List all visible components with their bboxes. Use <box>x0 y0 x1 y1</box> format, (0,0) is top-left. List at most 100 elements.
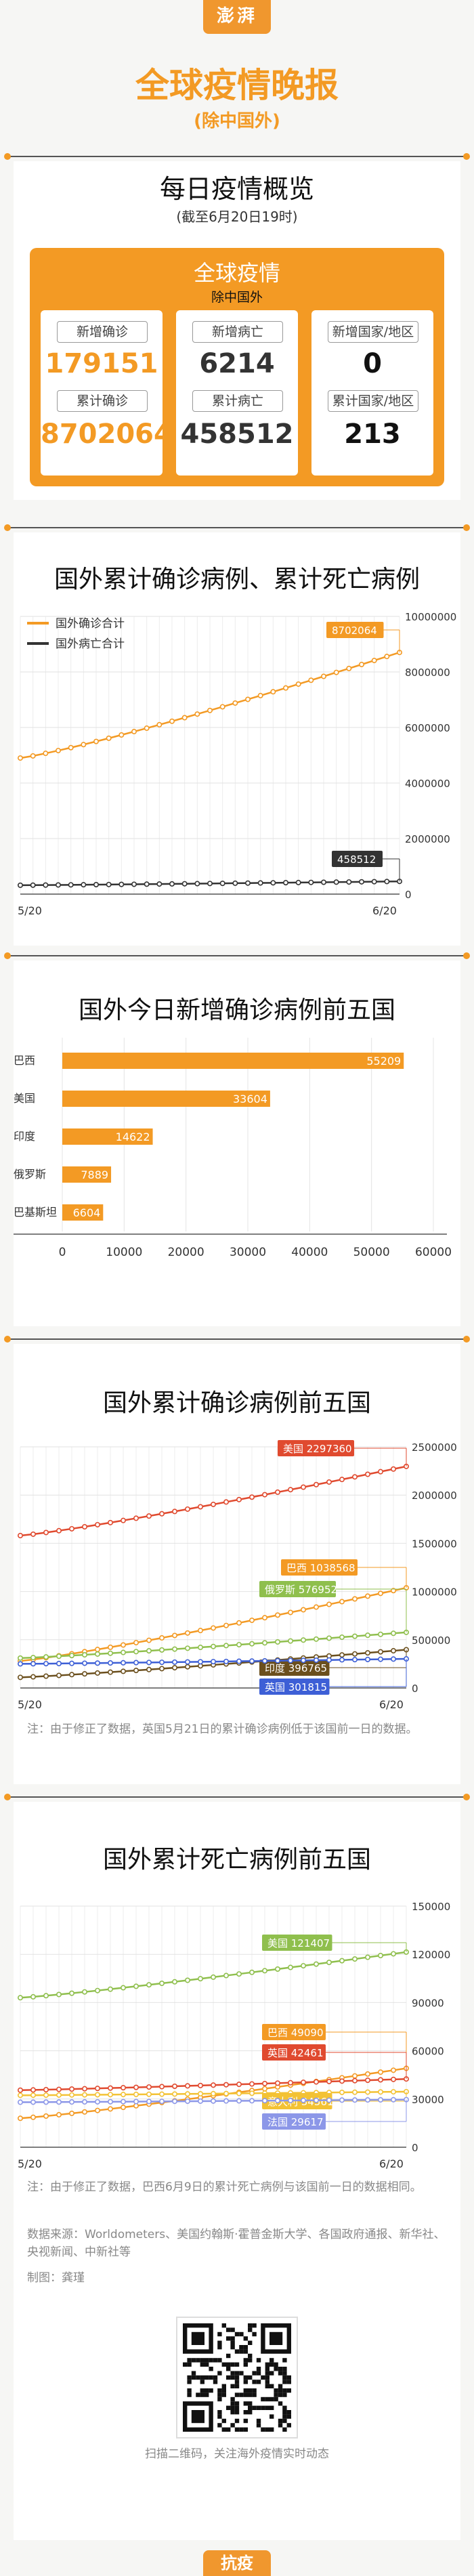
data-point <box>308 677 314 683</box>
data-point <box>121 1517 127 1523</box>
data-point <box>339 2078 345 2084</box>
end-label-box <box>259 1660 330 1676</box>
data-point <box>274 1612 280 1618</box>
x-tick-label: 50000 <box>353 1246 390 1259</box>
data-point <box>236 2098 242 2104</box>
data-point <box>121 2092 127 2098</box>
data-point <box>146 1666 152 1672</box>
data-point <box>364 1593 370 1599</box>
end-label-box <box>262 2044 326 2061</box>
data-point <box>287 2098 293 2104</box>
data-point <box>56 1672 62 1678</box>
y-tick-label: 4000000 <box>405 778 450 790</box>
data-point <box>95 2092 101 2098</box>
y-tick-label: 0 <box>405 889 412 901</box>
data-point <box>121 1642 127 1648</box>
qr-module <box>243 2410 248 2415</box>
data-point <box>121 1649 127 1655</box>
y-tick-label: 6000000 <box>405 722 450 734</box>
data-point <box>287 1487 293 1493</box>
data-point <box>108 2092 114 2098</box>
data-point <box>351 2073 358 2079</box>
category-label: 印度 <box>14 1130 35 1143</box>
qr-module <box>217 2358 222 2363</box>
data-point <box>43 2099 49 2105</box>
data-point <box>43 2092 49 2098</box>
data-point <box>133 1640 139 1646</box>
end-label: 美国 2297360 <box>283 1443 352 1455</box>
data-point <box>159 1666 165 1672</box>
data-point <box>172 2083 178 2089</box>
y-tick-label: 2000000 <box>412 1490 457 1502</box>
qr-module <box>230 2375 235 2380</box>
x-tick-label: 6/20 <box>379 1698 404 1711</box>
data-point <box>339 1599 345 1605</box>
data-point <box>232 700 238 706</box>
qr-module <box>243 2362 248 2367</box>
qr-module <box>256 2380 261 2384</box>
data-point <box>121 1660 127 1666</box>
data-point <box>223 1499 229 1505</box>
qr-module <box>221 2427 226 2432</box>
overview-title: 每日疫情概览 <box>159 174 314 204</box>
bar <box>62 1204 104 1221</box>
data-point <box>390 2076 396 2082</box>
data-point <box>244 696 251 702</box>
qr-module <box>230 2336 235 2341</box>
data-point <box>69 1990 75 1996</box>
qr-module <box>248 2375 253 2380</box>
data-point <box>351 2089 358 2095</box>
divider <box>7 156 467 157</box>
data-point <box>287 1638 293 1644</box>
data-point <box>300 2097 306 2103</box>
data-point <box>172 1659 178 1665</box>
qr-module <box>270 2414 274 2419</box>
stat-column-confirmed: 新增确诊 179151 累计确诊 8702064 <box>41 310 173 476</box>
qr-code-icon[interactable] <box>176 2317 298 2438</box>
chart1-title: 国外累计确诊病例、累计死亡病例 <box>53 566 420 593</box>
bar-value-label: 33604 <box>233 1093 267 1105</box>
x-tick-label: 5/20 <box>18 1698 42 1711</box>
data-point <box>30 2087 36 2093</box>
qr-module <box>217 2340 222 2345</box>
bar <box>62 1166 112 1183</box>
data-point <box>261 1658 267 1664</box>
data-point <box>56 2092 62 2098</box>
qr-module <box>286 2410 291 2415</box>
data-point <box>390 2067 396 2073</box>
data-point <box>249 1618 255 1624</box>
data-point <box>274 2098 280 2104</box>
data-point <box>282 880 288 886</box>
data-point <box>82 2092 88 2098</box>
data-point <box>282 685 288 691</box>
data-point <box>390 1648 396 1654</box>
y-tick-label: 1500000 <box>412 1538 457 1550</box>
y-tick-label: 60000 <box>412 2046 444 2058</box>
data-point <box>82 1989 88 1995</box>
data-point <box>300 1484 306 1490</box>
data-point <box>172 1508 178 1515</box>
data-point <box>18 2099 24 2105</box>
data-point <box>159 1981 165 1987</box>
data-point <box>185 2091 191 2097</box>
data-point <box>351 2077 358 2084</box>
data-point <box>320 879 326 885</box>
overview-date: (截至6月20日19时) <box>176 209 298 225</box>
qr-module <box>226 2405 231 2410</box>
data-point <box>223 2098 229 2104</box>
data-point <box>69 1525 75 1532</box>
data-point <box>146 2084 152 2090</box>
data-point <box>146 2091 152 2097</box>
data-point <box>144 881 150 887</box>
data-point <box>159 1635 165 1641</box>
qr-module <box>265 2405 270 2410</box>
data-point <box>197 2098 203 2104</box>
data-point <box>326 1479 332 1485</box>
data-point <box>69 1660 75 1666</box>
data-point <box>261 2098 267 2104</box>
data-point <box>95 2086 101 2092</box>
qr-module <box>286 2375 291 2380</box>
qr-module <box>243 2427 248 2432</box>
data-point <box>68 882 74 888</box>
chart3-card <box>14 1344 460 1784</box>
